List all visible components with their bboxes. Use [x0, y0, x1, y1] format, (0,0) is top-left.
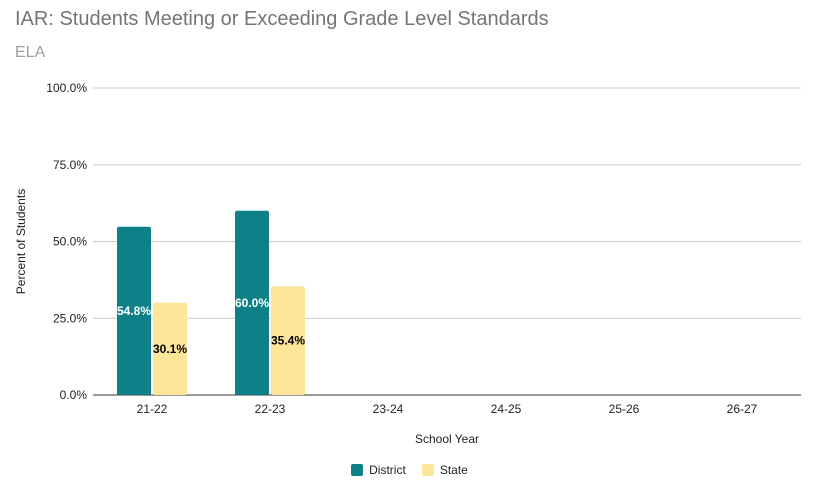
x-tick-label: 24-25	[491, 402, 522, 416]
y-tick-label: 100.0%	[46, 81, 87, 95]
x-tick-label: 23-24	[373, 402, 404, 416]
x-tick-label: 25-26	[609, 402, 640, 416]
legend-swatch-district	[351, 464, 364, 476]
bar-state-21-22	[153, 302, 187, 395]
bar-state-22-23	[271, 286, 305, 395]
legend-label-district: District	[369, 463, 406, 477]
y-tick-label: 50.0%	[53, 235, 87, 249]
data-label-district-21-22: 54.8%	[117, 304, 151, 318]
legend-swatch-state	[421, 464, 434, 476]
chart-title: IAR: Students Meeting or Exceeding Grade…	[15, 8, 549, 30]
legend-item-district[interactable]: District	[351, 463, 406, 477]
bar-district-22-23	[235, 210, 269, 395]
x-tick-label: 26-27	[727, 402, 758, 416]
data-label-state-22-23: 35.4%	[271, 334, 305, 348]
x-tick-label: 21-22	[137, 402, 168, 416]
y-axis-title: Percent of Students	[14, 189, 28, 294]
y-tick-label: 25.0%	[53, 311, 87, 325]
data-label-state-21-22: 30.1%	[153, 342, 187, 356]
legend-label-state: State	[439, 463, 468, 477]
chart-legend: District State	[0, 463, 819, 477]
x-tick-label: 22-23	[255, 402, 286, 416]
y-tick-label: 0.0%	[60, 388, 88, 402]
chart-subtitle: ELA	[15, 44, 46, 61]
bar-district-21-22	[117, 226, 151, 395]
y-tick-label: 75.0%	[53, 158, 87, 172]
x-axis-title: School Year	[415, 432, 479, 446]
legend-item-state[interactable]: State	[421, 463, 468, 477]
data-label-district-22-23: 60.0%	[235, 296, 269, 310]
